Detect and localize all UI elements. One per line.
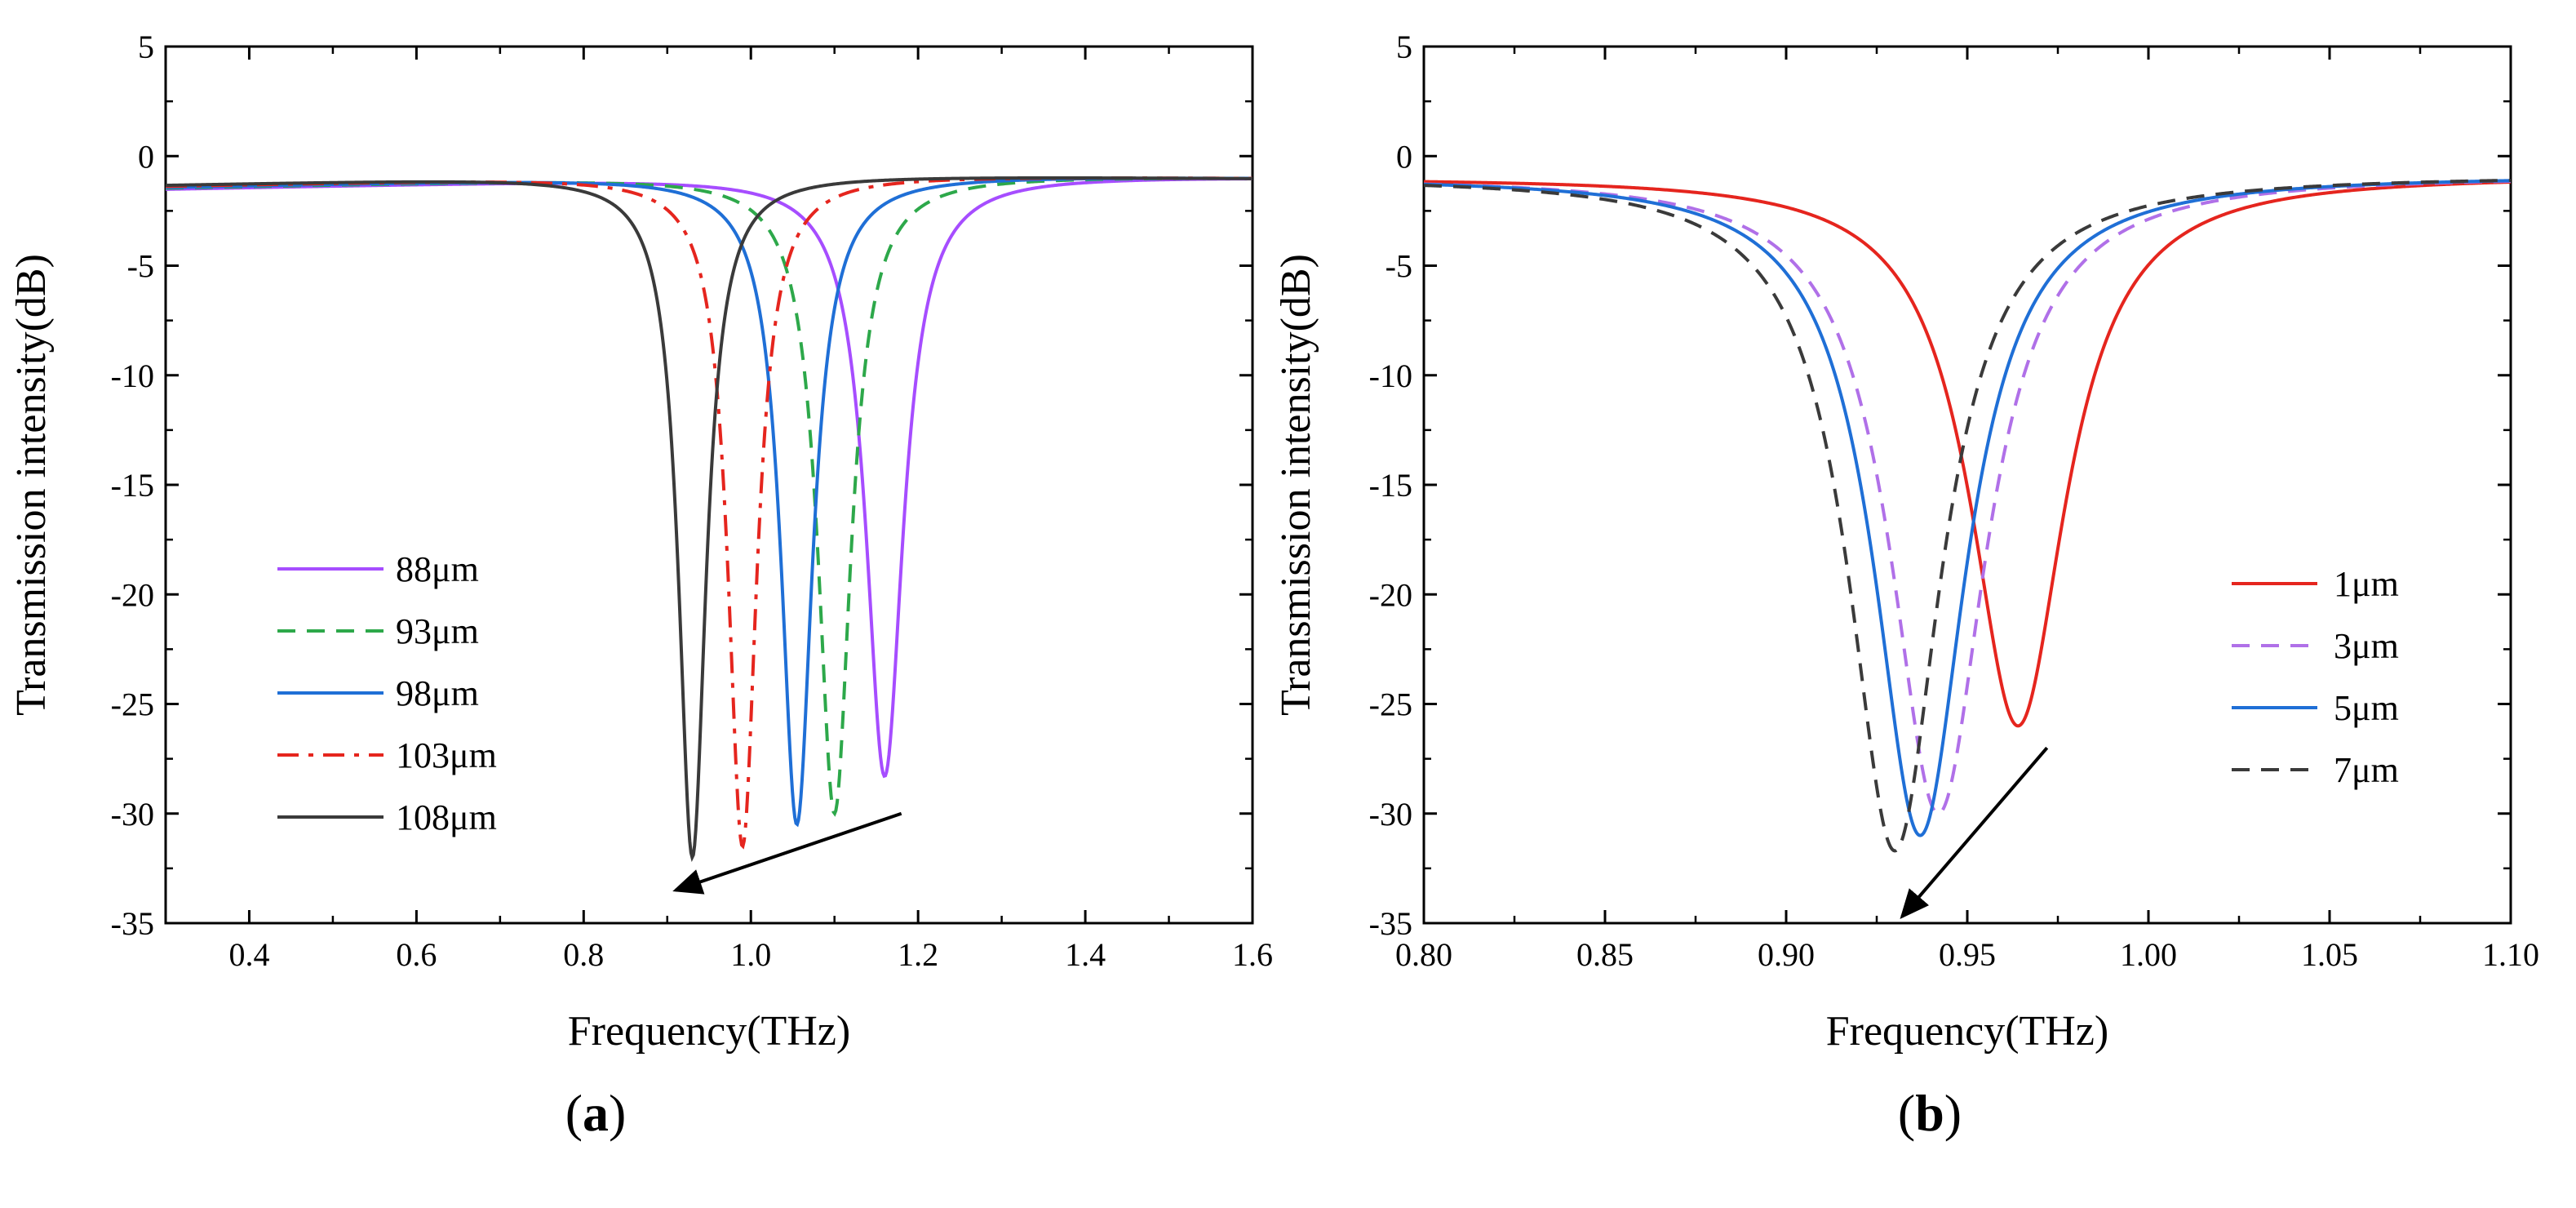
y-tick-label: 0 xyxy=(138,138,154,175)
x-tick-label: 0.6 xyxy=(396,936,437,973)
y-tick-label: -30 xyxy=(111,796,154,833)
legend-label: 98μm xyxy=(396,673,479,713)
x-tick-label: 1.6 xyxy=(1232,936,1273,973)
legend: 88μm 93μm 98μm 103μm 108μm xyxy=(277,549,497,837)
legend-label: 1μm xyxy=(2334,564,2399,604)
y-tick-label: -10 xyxy=(111,358,154,394)
series-line-1μm xyxy=(1424,180,2511,728)
y-tick-label: -10 xyxy=(1369,358,1412,394)
panel-b-chart: 5 0 -5 -10 -15 -20 -25 -30 -350.80 0.85 0.90 0.95 1.… xyxy=(1273,29,2539,1055)
legend-label: 103μm xyxy=(396,735,497,775)
legend-label: 88μm xyxy=(396,549,479,589)
x-tick-label: 0.95 xyxy=(1939,936,1996,973)
x-tick-label: 1.4 xyxy=(1065,936,1106,973)
panel-a-label: (a) xyxy=(565,1084,627,1142)
x-tick-label: 1.05 xyxy=(2301,936,2358,973)
y-tick-label: -20 xyxy=(1369,576,1412,613)
x-tick-label: 0.90 xyxy=(1758,936,1815,973)
y-tick-label: -35 xyxy=(111,905,154,942)
y-axis-title: Transmission intensity(dB) xyxy=(8,254,55,716)
y-tick-label: 0 xyxy=(1396,138,1412,175)
panel-a-chart: 5 0 -5 -10 -15 -20 -25 -30 -35 0.4 0.6 0.8 1.0 1.2 1.4… xyxy=(8,29,1273,1055)
legend-label: 5μm xyxy=(2334,688,2399,728)
x-tick-label: 0.8 xyxy=(563,936,604,973)
y-tick-label: -30 xyxy=(1369,796,1412,833)
series-line-108μm xyxy=(166,175,1253,863)
panel-b-label: (b) xyxy=(1898,1084,1962,1142)
x-tick-label: 0.80 xyxy=(1395,936,1452,973)
y-tick-label: -5 xyxy=(1386,248,1412,285)
x-axis-title: Frequency(THz) xyxy=(1826,1008,2109,1055)
y-tick-label: 5 xyxy=(1396,29,1412,65)
series-line-7μm xyxy=(1424,178,2511,853)
x-tick-label: 1.10 xyxy=(2482,936,2539,973)
legend-label: 93μm xyxy=(396,611,479,651)
y-tick-label: -5 xyxy=(127,248,154,285)
legend-label: 108μm xyxy=(396,797,497,837)
x-tick-label: 1.00 xyxy=(2120,936,2177,973)
y-axis-title: Transmission intensity(dB) xyxy=(1273,254,1319,716)
shift-arrow xyxy=(672,811,902,895)
shift-arrow xyxy=(1900,746,2049,919)
series-group xyxy=(1424,178,2511,853)
y-tick-label: -20 xyxy=(111,576,154,613)
legend-label: 7μm xyxy=(2334,750,2399,790)
x-tick-label: 0.85 xyxy=(1576,936,1634,973)
y-tick-label: 5 xyxy=(138,29,154,65)
x-tick-label: 1.0 xyxy=(730,936,771,973)
legend-label: 3μm xyxy=(2334,626,2399,666)
y-tick-label: -15 xyxy=(111,467,154,504)
y-tick-label: -15 xyxy=(1369,467,1412,504)
series-group xyxy=(166,175,1253,863)
x-tick-label: 0.4 xyxy=(228,936,269,973)
series-line-88μm xyxy=(166,177,1253,779)
y-tick-label: -35 xyxy=(1369,905,1412,942)
x-tick-label: 1.2 xyxy=(898,936,938,973)
y-tick-label: -25 xyxy=(1369,686,1412,723)
series-line-5μm xyxy=(1424,179,2511,837)
x-axis-title: Frequency(THz) xyxy=(568,1008,851,1055)
y-tick-label: -25 xyxy=(111,686,154,723)
legend: 1μm 3μm 5μm 7μm xyxy=(2232,564,2399,790)
